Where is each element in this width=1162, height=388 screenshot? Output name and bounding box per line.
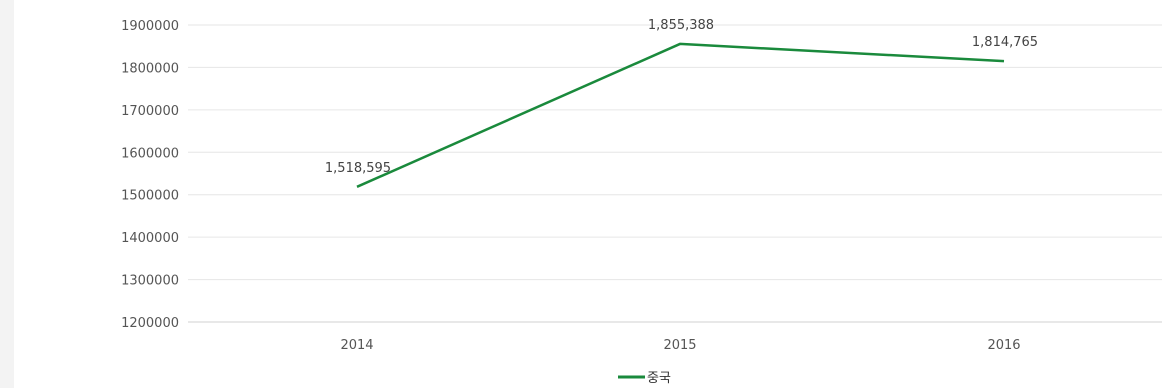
y-tick-label: 1500000 [121, 189, 179, 204]
legend-label[interactable]: 중국 [647, 371, 671, 386]
x-tick-label: 2014 [340, 338, 373, 353]
legend[interactable]: 중국 [618, 371, 671, 386]
x-tick-label: 2015 [663, 338, 696, 353]
x-tick-label: 2016 [987, 338, 1020, 353]
y-tick-label: 1700000 [121, 104, 179, 119]
series-line[interactable] [356, 42, 1005, 188]
y-tick-label: 1800000 [121, 61, 179, 76]
y-tick-label: 1400000 [121, 231, 179, 246]
gridlines [188, 24, 1162, 323]
y-tick-label: 1900000 [121, 19, 179, 34]
y-tick-label: 1600000 [121, 146, 179, 161]
y-axis: 1200000 1300000 1400000 1500000 1600000 17000… [121, 19, 179, 331]
data-label: 1,814,765 [972, 35, 1038, 50]
y-tick-label: 1200000 [121, 316, 179, 331]
data-label: 1,855,388 [648, 18, 714, 33]
data-labels: 1,518,595 1,855,388 1,814,765 [325, 18, 1038, 176]
data-label: 1,518,595 [325, 161, 391, 176]
series-layer [356, 42, 1005, 188]
left-border-strip [0, 0, 14, 388]
y-tick-label: 1300000 [121, 274, 179, 289]
x-axis: 2014 2015 2016 [340, 338, 1020, 353]
